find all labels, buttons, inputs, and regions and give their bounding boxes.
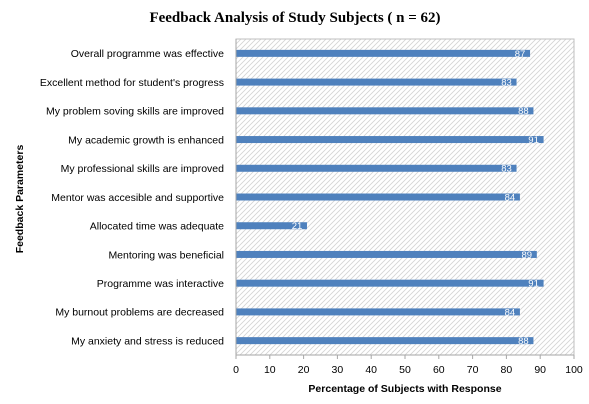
data-label: 91: [528, 135, 539, 146]
category-labels: Overall programme was effective Excellent…: [40, 48, 224, 347]
category-label: My anxiety and stress is reduced: [71, 335, 224, 347]
data-label: 83: [501, 77, 512, 88]
category-label: My burnout problems are decreased: [55, 307, 224, 319]
bar: [236, 136, 544, 144]
data-label: 89: [522, 250, 533, 261]
bar: [236, 107, 534, 115]
category-label: My problem soving skills are improved: [46, 106, 224, 118]
bar: [236, 308, 520, 316]
x-tick-label: 100: [565, 364, 583, 376]
x-tick-label: 20: [298, 364, 310, 376]
bar: [236, 193, 520, 201]
x-tick-label: 10: [264, 364, 276, 376]
bar: [236, 49, 531, 57]
category-label: Mentoring was beneficial: [108, 249, 224, 261]
x-axis-title: Percentage of Subjects with Response: [308, 383, 501, 395]
x-tick-label: 80: [501, 364, 513, 376]
bar: [236, 164, 517, 172]
category-label: Overall programme was effective: [71, 48, 224, 60]
x-tick-label: 0: [233, 364, 239, 376]
data-label: 83: [501, 164, 512, 175]
x-tick-label: 90: [534, 364, 546, 376]
data-label: 84: [505, 307, 516, 318]
category-label: My academic growth is enhanced: [68, 134, 224, 146]
bar: [236, 250, 537, 258]
bar: [236, 78, 517, 86]
category-label: Mentor was accesible and supportive: [51, 192, 224, 204]
chart-title: Feedback Analysis of Study Subjects ( n …: [149, 10, 440, 26]
x-tick-labels: 0 10 20 30 40 50 60 70 80 90 100: [233, 355, 583, 376]
y-axis-title: Feedback Parameters: [14, 145, 26, 254]
category-label: My professional skills are improved: [61, 163, 225, 175]
category-label: Programme was interactive: [97, 278, 224, 290]
bar: [236, 222, 307, 230]
data-label: 84: [505, 192, 516, 203]
category-label: Excellent method for student's progress: [40, 77, 224, 89]
x-tick-label: 70: [467, 364, 479, 376]
data-label: 88: [518, 336, 529, 347]
x-tick-label: 50: [399, 364, 411, 376]
data-label: 88: [518, 106, 529, 117]
bar: [236, 279, 544, 287]
data-label: 87: [515, 49, 526, 60]
data-label: 21: [292, 221, 303, 232]
data-label: 91: [528, 279, 539, 290]
category-label: Allocated time was adequate: [90, 221, 224, 233]
x-tick-label: 30: [332, 364, 344, 376]
x-tick-label: 40: [365, 364, 377, 376]
bars: 87 83 88 91 83 84 21 89 91 84 88: [236, 49, 544, 347]
x-tick-label: 60: [433, 364, 445, 376]
bar: [236, 337, 534, 345]
